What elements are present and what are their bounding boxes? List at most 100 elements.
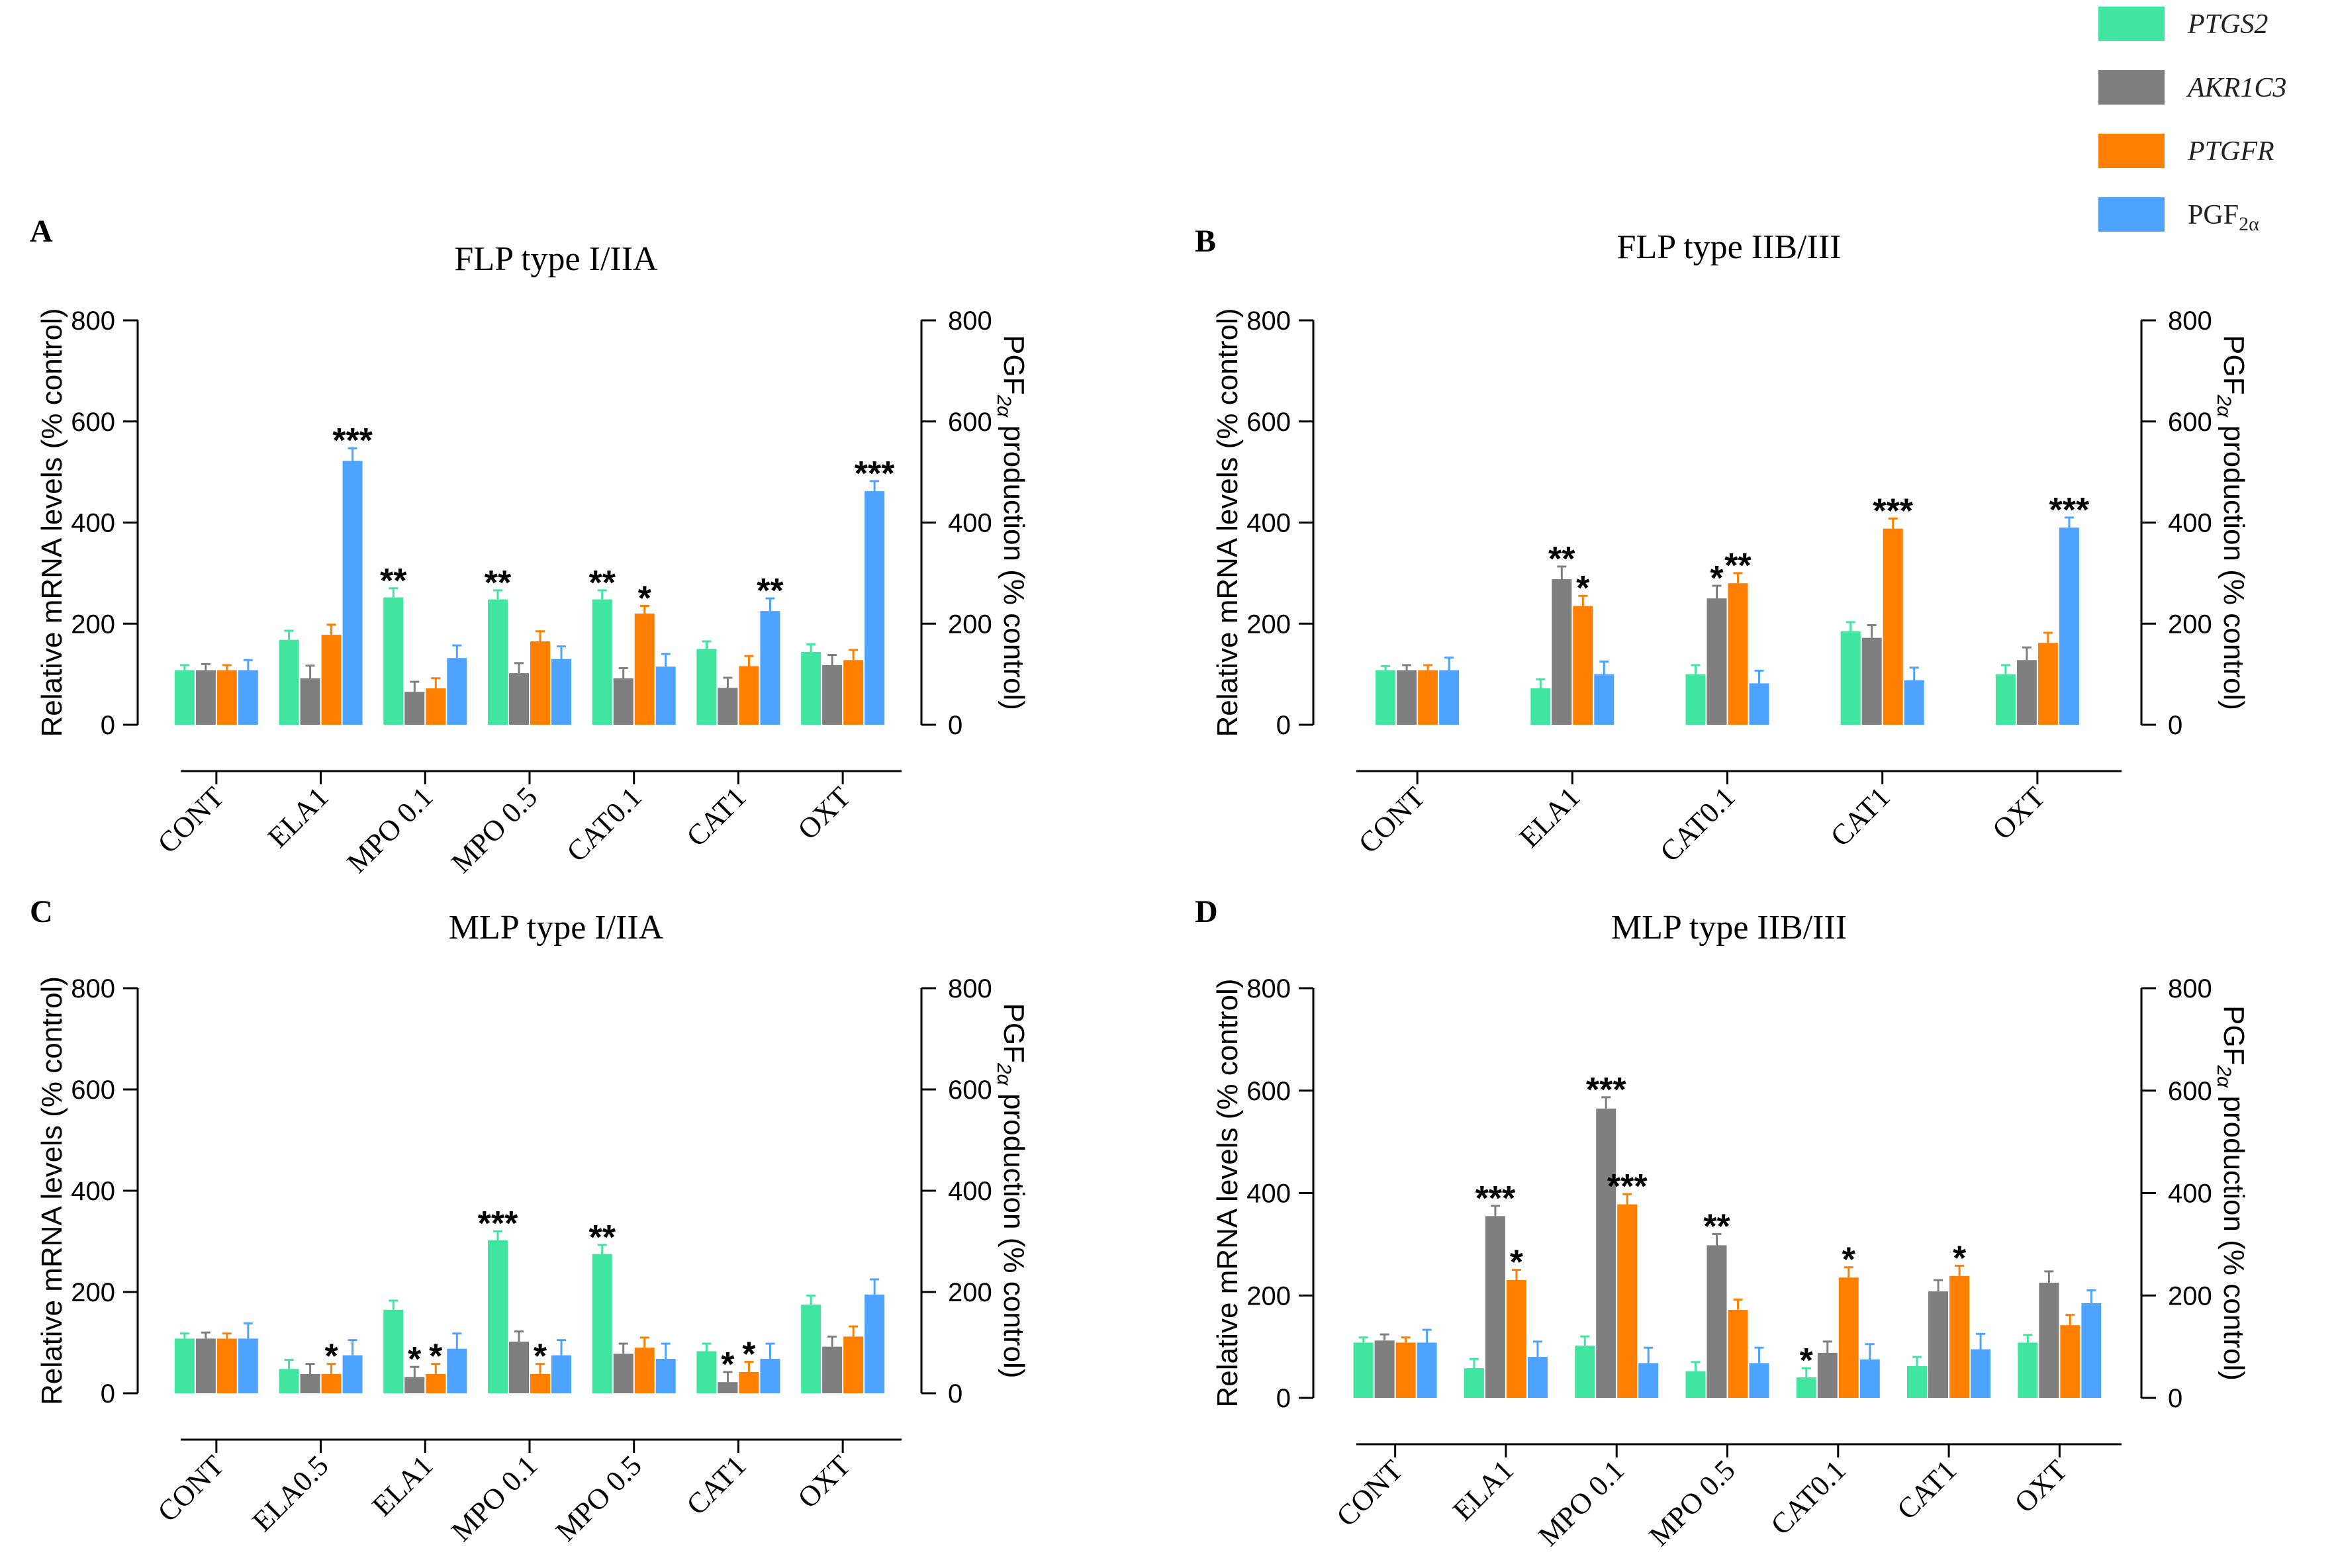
significance-mark: *** [1475,1179,1516,1218]
x-tick-label: OXT [1986,780,2051,846]
bar-pgf2a [551,1355,571,1393]
legend-label-akr1c3: AKR1C3 [2186,73,2286,103]
x-tick-label: CONT [152,780,230,859]
significance-mark: * [1510,1244,1524,1282]
bar-ptgfr [1617,1204,1638,1398]
significance-mark: * [742,1336,756,1374]
x-tick-label: CAT1 [680,1449,753,1521]
bar-ptgs2 [1376,670,1396,725]
bar-ptgs2 [383,597,404,725]
x-tick-label: OXT [2008,1453,2074,1519]
left-y-tick-label: 200 [1246,1281,1291,1311]
bar-pgf2a [2059,528,2079,725]
significance-mark: ** [588,564,616,602]
x-tick-label: CAT1 [1824,780,1896,853]
x-tick-label: MPO 0.5 [1643,1453,1742,1552]
significance-mark: * [408,1340,422,1379]
panels: A FLP type I/IIA 0 0 200 200 400 400 600 600 800 80… [30,214,2250,1552]
bar-ptgfr [216,670,237,725]
left-y-tick-label: 800 [1246,974,1291,1003]
bar-akr1c3 [404,692,425,725]
bar-akr1c3 [2016,660,2037,725]
significance-mark: ** [588,1219,616,1257]
bar-akr1c3 [2039,1282,2059,1398]
legend-swatch-ptgfr [2098,134,2165,168]
bar-ptgs2 [592,1254,612,1393]
bar-ptgfr [321,635,342,725]
bar-ptgs2 [174,670,195,725]
x-tick-label: CONT [1330,1453,1409,1532]
bar-pgf2a [342,461,363,725]
significance-mark: *** [2049,491,2090,530]
x-tick-label: CAT0.1 [1654,780,1741,868]
bar-pgf2a [238,1338,258,1393]
bar-ptgfr [1883,528,1903,725]
significance-mark: * [721,1346,735,1384]
left-y-tick-label: 0 [1276,1384,1291,1413]
significance-mark: *** [855,455,895,493]
bar-akr1c3 [1397,670,1417,725]
left-y-tick-label: 0 [101,711,115,740]
significance-mark: *** [332,422,373,460]
bar-akr1c3 [1861,637,1882,725]
significance-mark: *** [1873,492,1913,530]
bar-pgf2a [1749,683,1769,725]
bar-pgf2a [1638,1363,1659,1398]
right-y-tick-label: 800 [948,306,992,336]
right-y-tick-label: 600 [948,1076,992,1105]
x-tick-label: MPO 0.1 [445,1449,543,1547]
right-y-tick-label: 400 [948,1177,992,1206]
bar-ptgfr [321,1373,342,1393]
bar-pgf2a [1594,674,1614,725]
right-y-tick-label: 200 [948,610,992,639]
bar-ptgfr [1506,1280,1526,1398]
bar-pgf2a [760,1358,780,1393]
x-tick-label: ELA1 [1513,780,1587,854]
panel-letter: C [30,894,53,929]
left-y-tick-label: 0 [101,1379,115,1408]
significance-mark: ** [757,572,784,610]
bar-ptgfr [1418,670,1438,725]
left-y-tick-label: 400 [1246,509,1291,538]
panel-title: FLP type I/IIA [454,240,658,278]
bar-ptgs2 [1995,674,2016,725]
legend-label-ptgs2: PTGS2 [2187,9,2268,40]
bar-akr1c3 [195,1338,216,1393]
bar-pgf2a [865,491,885,725]
x-tick-label: CAT1 [680,780,753,853]
bar-ptgfr [216,1338,237,1393]
significance-mark: * [429,1338,443,1376]
panel-letter: A [30,214,53,249]
right-y-tick-label: 0 [948,1379,962,1408]
bar-akr1c3 [822,1346,843,1393]
significance-mark: ** [380,562,407,600]
bar-ptgfr [2037,643,2058,725]
bar-ptgs2 [1840,631,1861,725]
bar-ptgfr [1728,583,1748,725]
right-axis-title: PGF2α production (% control) [2213,1005,2250,1381]
panel-title: MLP type IIB/III [1611,909,1847,946]
bar-akr1c3 [195,670,216,725]
bar-pgf2a [760,611,780,725]
significance-mark: ** [1724,547,1752,585]
x-tick-label: CAT1 [1891,1453,1963,1526]
significance-mark: *** [478,1205,518,1243]
panel-b: B FLP type IIB/III 0 0 200 200 400 400 600 600 800… [1195,224,2250,868]
left-y-tick-label: 200 [71,610,115,639]
right-y-tick-label: 600 [2168,408,2212,437]
x-tick-label: ELA1 [261,780,335,854]
bar-akr1c3 [1707,598,1727,725]
panel-letter: B [1195,224,1216,259]
right-y-tick-label: 200 [2168,1281,2212,1311]
x-tick-label: MPO 0.5 [549,1449,648,1547]
x-tick-label: CAT0.1 [1765,1453,1852,1541]
bar-akr1c3 [822,665,843,725]
right-y-tick-label: 800 [948,974,992,1003]
bar-ptgfr [843,1336,864,1393]
legend-swatch-pgf2a [2098,197,2165,232]
left-y-tick-label: 800 [71,306,115,336]
right-y-tick-label: 800 [2168,974,2212,1003]
bar-pgf2a [1904,680,1924,725]
bar-ptgfr [1573,606,1593,725]
bar-ptgs2 [488,1240,508,1393]
